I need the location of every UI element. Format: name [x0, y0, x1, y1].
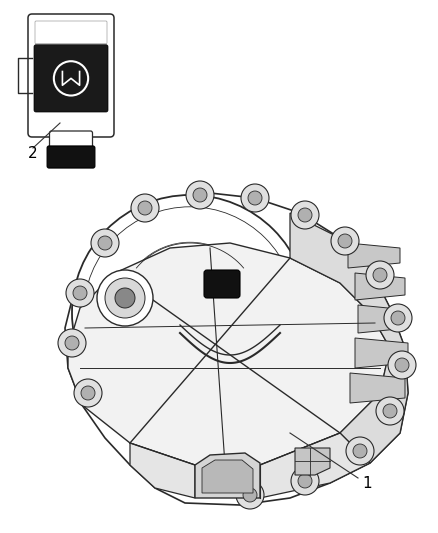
Circle shape	[376, 397, 404, 425]
Circle shape	[97, 270, 153, 326]
Polygon shape	[130, 433, 370, 498]
Circle shape	[115, 288, 135, 308]
Circle shape	[353, 444, 367, 458]
FancyBboxPatch shape	[49, 131, 92, 155]
FancyBboxPatch shape	[35, 21, 107, 44]
Polygon shape	[348, 243, 400, 268]
Circle shape	[291, 201, 319, 229]
Polygon shape	[202, 460, 253, 493]
FancyBboxPatch shape	[28, 14, 114, 137]
Circle shape	[384, 304, 412, 332]
Polygon shape	[295, 448, 330, 475]
Circle shape	[346, 437, 374, 465]
FancyBboxPatch shape	[204, 270, 240, 298]
Circle shape	[395, 358, 409, 372]
Text: 1: 1	[362, 475, 371, 490]
Circle shape	[74, 379, 102, 407]
Polygon shape	[355, 338, 408, 368]
Polygon shape	[350, 373, 405, 403]
Polygon shape	[355, 273, 405, 300]
Circle shape	[298, 474, 312, 488]
Circle shape	[105, 278, 145, 318]
Circle shape	[241, 184, 269, 212]
Circle shape	[65, 336, 79, 350]
Text: 2: 2	[28, 146, 38, 160]
Circle shape	[388, 351, 416, 379]
Circle shape	[391, 311, 405, 325]
Circle shape	[91, 229, 119, 257]
Circle shape	[331, 227, 359, 255]
Circle shape	[58, 329, 86, 357]
Circle shape	[366, 261, 394, 289]
Circle shape	[138, 201, 152, 215]
FancyBboxPatch shape	[47, 146, 95, 168]
Circle shape	[236, 481, 264, 509]
Circle shape	[243, 488, 257, 502]
Circle shape	[193, 188, 207, 202]
FancyBboxPatch shape	[34, 45, 108, 112]
Circle shape	[131, 194, 159, 222]
Polygon shape	[290, 213, 408, 463]
Circle shape	[186, 181, 214, 209]
Circle shape	[248, 191, 262, 205]
Circle shape	[66, 279, 94, 307]
Circle shape	[73, 286, 87, 300]
Polygon shape	[195, 453, 260, 498]
Circle shape	[291, 467, 319, 495]
Polygon shape	[68, 243, 390, 465]
Circle shape	[298, 208, 312, 222]
Polygon shape	[65, 193, 408, 505]
Circle shape	[72, 195, 308, 431]
Circle shape	[338, 234, 352, 248]
Circle shape	[383, 404, 397, 418]
Polygon shape	[358, 305, 408, 333]
Circle shape	[373, 268, 387, 282]
Circle shape	[81, 386, 95, 400]
Circle shape	[98, 236, 112, 250]
